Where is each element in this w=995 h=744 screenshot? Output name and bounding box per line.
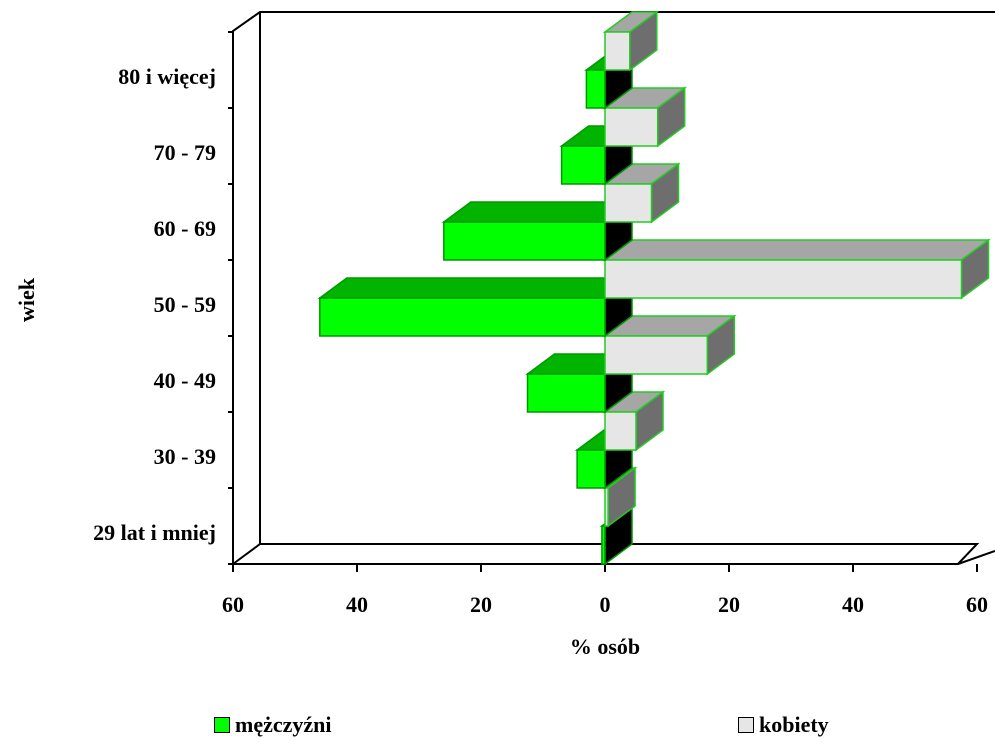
bar-women-1 <box>602 390 666 452</box>
bar-women-6 <box>602 10 660 72</box>
legend-item-women: kobiety <box>738 712 829 738</box>
legend-label-men: mężczyźni <box>235 712 332 737</box>
y-tick-label: 80 i więcej <box>118 64 216 89</box>
bar-women-3-top <box>602 239 991 261</box>
bar-men-3-front <box>319 297 606 337</box>
bar-women-3-front <box>604 259 963 299</box>
floor-right-edge <box>957 550 995 565</box>
y-tick-label: 60 - 69 <box>154 216 216 241</box>
bar-men-4-top <box>441 201 635 223</box>
bar-men-3 <box>317 276 635 338</box>
bar-men-0-front <box>601 525 606 565</box>
chart-bars <box>317 10 991 566</box>
x-tick-label: 60 <box>966 592 988 617</box>
legend-swatch-women <box>738 717 754 733</box>
x-tick-label: 20 <box>718 592 740 617</box>
bar-women-4-front <box>604 183 653 223</box>
x-tick-label: 40 <box>842 592 864 617</box>
y-tick-label: 50 - 59 <box>154 292 216 317</box>
y-tick-label: 29 lat i mniej <box>93 520 216 545</box>
bar-women-5 <box>602 86 687 148</box>
y-tick-label: 40 - 49 <box>154 368 216 393</box>
x-tick-label: 0 <box>600 592 611 617</box>
y-axis-label: wiek <box>14 277 39 322</box>
y-tick-label: 70 - 79 <box>154 140 216 165</box>
bar-men-2-front <box>526 373 606 413</box>
bar-men-4-front <box>443 221 606 261</box>
legend-item-men: mężczyźni <box>214 712 332 738</box>
floor-outline <box>232 543 980 565</box>
bar-women-6-front <box>604 31 631 71</box>
x-axis-label: % osób <box>570 634 640 659</box>
bar-women-5-front <box>604 107 659 147</box>
bar-men-5-front <box>560 145 606 185</box>
bar-women-3 <box>602 238 991 300</box>
y-tick-label: 30 - 39 <box>154 444 216 469</box>
bar-women-2-front <box>604 335 709 375</box>
bar-men-6-front <box>585 69 606 109</box>
legend-label-women: kobiety <box>759 712 829 737</box>
chart-labels: % osób wiek 60 40 20 0 20 40 60 29 lat i mniej 3… <box>14 64 988 659</box>
bar-men-1-front <box>576 449 606 489</box>
bar-women-2 <box>602 314 737 376</box>
legend-swatch-men <box>214 717 230 733</box>
x-tick-label: 20 <box>470 592 492 617</box>
bar-women-4 <box>602 162 681 224</box>
x-tick-label: 60 <box>222 592 244 617</box>
bar-women-1-front <box>604 411 637 451</box>
chart-frame <box>228 11 995 572</box>
x-tick-label: 40 <box>346 592 368 617</box>
bar-men-3-top <box>317 277 635 299</box>
bar-men-4 <box>441 200 635 262</box>
bar-women-0-front <box>604 487 609 527</box>
